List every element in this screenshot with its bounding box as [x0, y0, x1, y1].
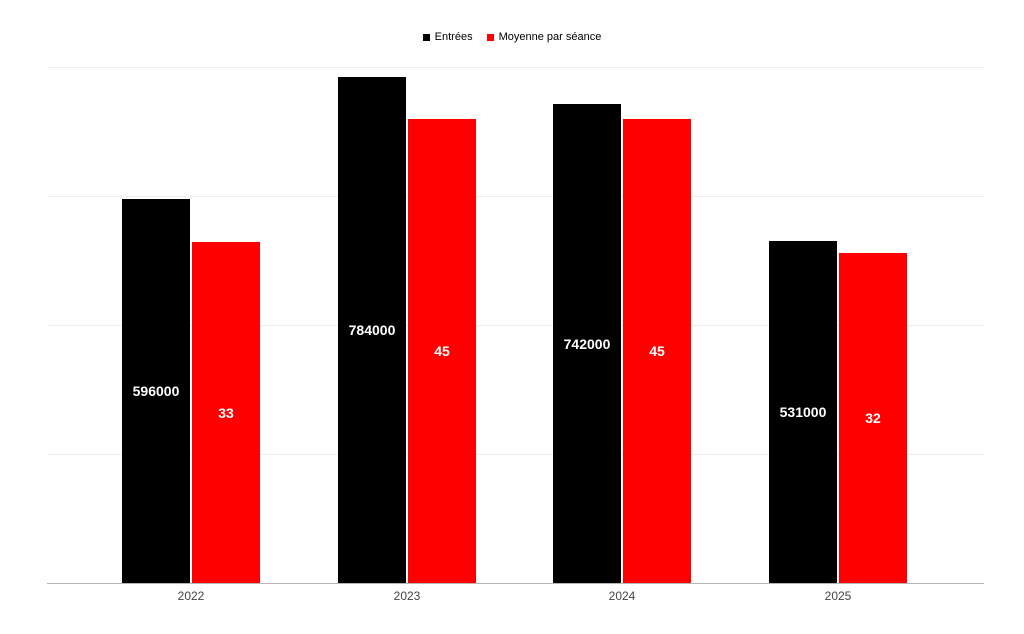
bar-value-label-moyenne-par-seance-2024: 45 [649, 343, 665, 359]
bar-value-label-entrees-2025: 531000 [779, 404, 827, 420]
x-axis-label-2024: 2024 [608, 589, 636, 603]
chart-legend: Entrées Moyenne par séance [0, 31, 1024, 43]
bar-value-label-entrees-2023: 784000 [348, 322, 396, 338]
bar-moyenne-par-seance-2024[interactable]: 45 [623, 119, 691, 583]
bar-value-label-entrees-2022: 596000 [132, 383, 180, 399]
legend-item-moyenne-par-seance[interactable]: Moyenne par séance [486, 31, 602, 43]
bar-entrees-2024[interactable]: 742000 [553, 104, 621, 583]
legend-marker-square-entrees [422, 33, 430, 41]
legend-label-entrees: Entrées [434, 31, 473, 43]
x-axis-label-2023: 2023 [393, 589, 421, 603]
bar-value-label-moyenne-par-seance-2022: 33 [218, 404, 234, 421]
gridline [47, 196, 984, 197]
legend-item-entrees[interactable]: Entrées [422, 31, 473, 43]
bar-entrees-2022[interactable]: 596000 [122, 199, 190, 583]
gridline [47, 67, 984, 68]
bar-value-label-moyenne-par-seance-2025: 32 [865, 410, 881, 426]
gridline [47, 325, 984, 326]
plot-area: 596000 33 2022 784000 45 2023 742000 45 2024 5310… [47, 67, 984, 603]
bar-entrees-2023[interactable]: 784000 [338, 77, 406, 583]
x-axis-label-2022: 2022 [177, 589, 205, 603]
bar-moyenne-par-seance-2023[interactable]: 45 [408, 119, 476, 583]
bar-entrees-2025[interactable]: 531000 [769, 241, 837, 583]
gridline [47, 454, 984, 455]
bar-value-label-entrees-2024: 742000 [563, 335, 611, 352]
x-axis-label-2025: 2025 [824, 589, 852, 603]
bar-moyenne-par-seance-2022[interactable]: 33 [192, 242, 260, 583]
legend-label-moyenne-par-seance: Moyenne par séance [498, 31, 602, 43]
bar-value-label-moyenne-par-seance-2023: 45 [434, 343, 450, 359]
bar-moyenne-par-seance-2025[interactable]: 32 [839, 253, 907, 583]
legend-marker-square-moyenne [486, 33, 494, 41]
